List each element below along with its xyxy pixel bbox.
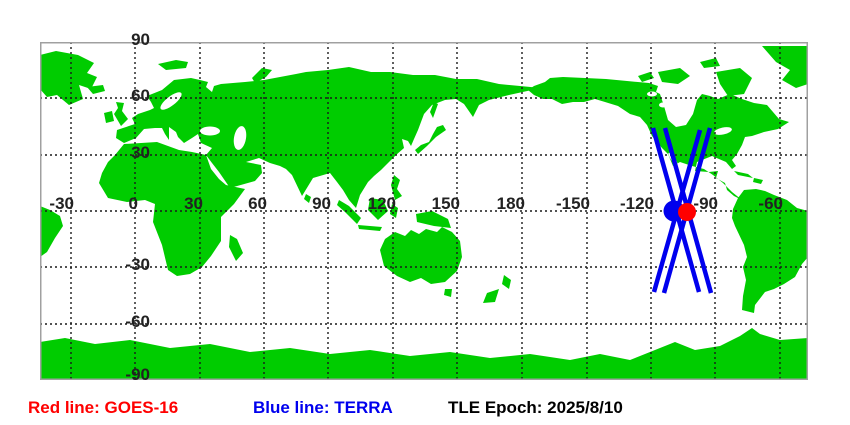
tasmania-island (444, 289, 452, 297)
new-zealand-south-island (483, 289, 499, 303)
great-bear-lake (647, 91, 657, 97)
lon-tick-label: 150 (431, 194, 460, 213)
lon-tick-label: 30 (184, 194, 203, 213)
black-sea (200, 126, 220, 136)
lat-tick-label: 60 (131, 86, 150, 105)
south-america-landmass (732, 189, 808, 313)
lon-tick-label: 120 (367, 194, 396, 213)
caspian-sea (233, 126, 247, 150)
sakhalin-island (430, 102, 438, 118)
novaya-zemlya-island (252, 68, 272, 83)
antarctica-landmass (40, 328, 808, 380)
lat-tick-label: -30 (125, 255, 150, 274)
java-island (358, 225, 382, 231)
borneo-island (368, 198, 388, 220)
new-guinea-island (416, 211, 451, 228)
africa-landmass (99, 142, 245, 276)
legend-goes16-label: Red line: GOES-16 (28, 398, 179, 417)
madagascar-island (229, 235, 243, 261)
lon-tick-label: -120 (619, 194, 654, 213)
victoria-island (658, 68, 690, 84)
lon-tick-label: -60 (758, 194, 783, 213)
ireland-island (104, 111, 114, 123)
greenland-landmass (40, 51, 97, 105)
lon-tick-label: -90 (693, 194, 718, 213)
arctic-island-small-2 (700, 58, 720, 68)
lat-tick-label: -90 (125, 365, 150, 384)
lon-tick-label: 0 (128, 194, 138, 213)
lon-tick-label: 90 (312, 194, 331, 213)
legend-terra-label: Blue line: TERRA (253, 398, 393, 417)
svalbard-island (158, 60, 188, 70)
goes16-position-dot (678, 203, 696, 221)
baffin-island (716, 68, 752, 96)
map-frame (40, 42, 808, 380)
sumatra-island (337, 200, 361, 224)
great-slave-lake (659, 102, 667, 108)
baltic-sea (160, 92, 182, 110)
sri-lanka-island (304, 194, 311, 203)
west-greenland-landmass (762, 46, 808, 88)
south-america-wrapped-east (40, 206, 63, 257)
world-map (40, 42, 808, 380)
iceland-island (87, 85, 105, 94)
japan-islands (415, 125, 446, 154)
lon-tick-label: -150 (555, 194, 590, 213)
great-britain-island (114, 102, 128, 126)
lon-tick-label: 180 (496, 194, 525, 213)
hispaniola-island (753, 178, 763, 184)
australia-landmass (380, 227, 462, 284)
great-lakes (714, 127, 732, 135)
lat-tick-label: 30 (131, 143, 150, 162)
north-america-landmass (528, 77, 789, 200)
lon-tick-label: -30 (49, 194, 74, 213)
new-zealand-north-island (502, 275, 511, 289)
lat-tick-label: 90 (131, 30, 150, 49)
tle-epoch-label: TLE Epoch: 2025/8/10 (448, 398, 623, 417)
sulawesi-island (390, 204, 398, 218)
lon-tick-label: 60 (248, 194, 267, 213)
arctic-island-small (638, 72, 654, 82)
cuba-island (734, 171, 753, 178)
philippines-islands (391, 175, 402, 200)
inland-seas (160, 91, 732, 166)
lat-tick-label: -60 (125, 312, 150, 331)
